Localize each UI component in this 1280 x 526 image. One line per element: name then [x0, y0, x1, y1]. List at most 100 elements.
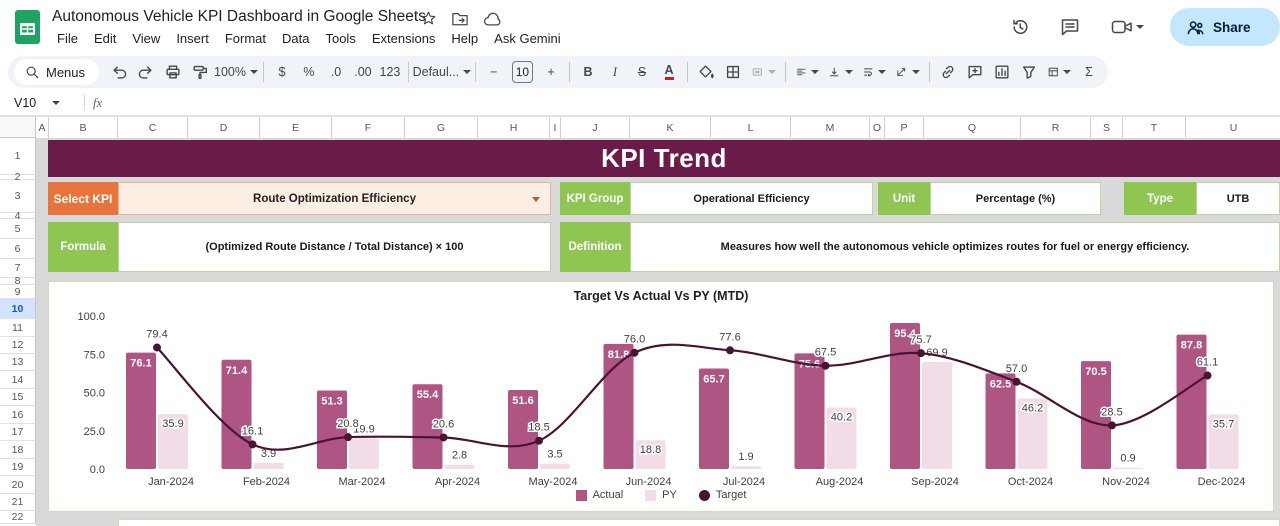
insert-link-icon[interactable]: [935, 59, 961, 85]
column-header-R[interactable]: R: [1021, 117, 1091, 139]
row-header-3[interactable]: 3: [0, 180, 36, 213]
column-header-P[interactable]: P: [885, 117, 924, 139]
row-header-19[interactable]: 19: [0, 459, 36, 476]
select-all-corner[interactable]: [0, 116, 36, 138]
column-header-H[interactable]: H: [478, 117, 550, 139]
horizontal-align-icon[interactable]: [791, 59, 824, 85]
text-color-button[interactable]: A: [656, 59, 682, 85]
row-header-11[interactable]: 11: [0, 319, 36, 337]
name-box-caret-icon[interactable]: [52, 101, 61, 105]
share-button[interactable]: Share: [1170, 8, 1280, 46]
menu-tools[interactable]: Tools: [325, 31, 356, 46]
column-header-G[interactable]: G: [405, 117, 478, 139]
select-kpi-dropdown[interactable]: Route Optimization Efficiency: [118, 182, 551, 215]
column-header-C[interactable]: C: [118, 117, 188, 139]
column-header-L[interactable]: L: [711, 117, 791, 139]
font-button[interactable]: Defaul...: [413, 59, 472, 85]
column-header-F[interactable]: F: [332, 117, 405, 139]
row-header-4[interactable]: 4: [0, 210, 36, 222]
star-icon[interactable]: [420, 10, 437, 32]
more-formats-button[interactable]: 123: [379, 65, 401, 79]
font-size-button[interactable]: 10: [508, 59, 537, 85]
row-header-2[interactable]: 2: [0, 171, 36, 183]
column-header-A[interactable]: A: [36, 117, 49, 139]
text-rotation-icon[interactable]: [891, 59, 924, 85]
menus-search-button[interactable]: Menus: [14, 59, 100, 85]
video-call-icon[interactable]: [1100, 9, 1154, 45]
row-header-17[interactable]: 17: [0, 424, 36, 441]
row-header-12[interactable]: 12: [0, 337, 36, 354]
zoom-button[interactable]: 100%: [214, 59, 258, 85]
row-header-9[interactable]: 9: [0, 285, 36, 299]
cloud-status-icon[interactable]: [483, 11, 503, 32]
share-button-label: Share: [1213, 19, 1251, 35]
row-header-14[interactable]: 14: [0, 371, 36, 389]
row-header-7[interactable]: 7: [0, 259, 36, 278]
menu-file[interactable]: File: [57, 31, 78, 46]
row-header-1[interactable]: 1: [0, 138, 36, 175]
row-header-5[interactable]: 5: [0, 219, 36, 239]
column-header-D[interactable]: D: [188, 117, 260, 139]
column-header-T[interactable]: T: [1123, 117, 1186, 139]
move-folder-icon[interactable]: [451, 11, 469, 32]
row-header-20[interactable]: 20: [0, 476, 36, 494]
row-header-18[interactable]: 18: [0, 441, 36, 459]
menu-insert[interactable]: Insert: [176, 31, 209, 46]
row-header-6[interactable]: 6: [0, 239, 36, 259]
merge-cells-icon[interactable]: [747, 59, 780, 85]
italic-button[interactable]: I: [612, 64, 618, 79]
fill-color-icon[interactable]: [693, 59, 719, 85]
strikethrough-button[interactable]: S: [637, 65, 647, 79]
menu-format[interactable]: Format: [224, 31, 266, 46]
row-header-21[interactable]: 21: [0, 494, 36, 511]
column-header-I[interactable]: I: [550, 117, 561, 139]
row-header-22[interactable]: 22: [0, 511, 36, 524]
sheets-logo-icon[interactable]: [14, 9, 41, 45]
menu-help[interactable]: Help: [451, 31, 479, 46]
vertical-align-icon[interactable]: [824, 59, 857, 85]
row-header-10[interactable]: 10: [0, 299, 36, 319]
row-header-15[interactable]: 15: [0, 389, 36, 406]
menu-extensions[interactable]: Extensions: [371, 31, 436, 46]
increase-font-size-button[interactable]: +: [547, 65, 555, 79]
row-header-8[interactable]: 8: [0, 275, 36, 287]
table-views-icon[interactable]: [1043, 59, 1076, 85]
column-header-S[interactable]: S: [1091, 117, 1123, 139]
column-header-K[interactable]: K: [630, 117, 711, 139]
create-filter-icon[interactable]: [1016, 59, 1042, 85]
decrease-decimal-button[interactable]: .0: [330, 65, 342, 79]
menu-data[interactable]: Data: [282, 31, 310, 46]
functions-button[interactable]: Σ: [1085, 65, 1093, 79]
menu-edit[interactable]: Edit: [93, 31, 117, 46]
column-header-B[interactable]: B: [49, 117, 118, 139]
borders-icon[interactable]: [720, 59, 746, 85]
column-header-M[interactable]: M: [791, 117, 870, 139]
column-header-E[interactable]: E: [260, 117, 332, 139]
insert-comment-icon[interactable]: [962, 59, 988, 85]
row-header-16[interactable]: 16: [0, 406, 36, 424]
text-wrap-icon[interactable]: [858, 59, 891, 85]
video-call-caret-icon[interactable]: [1136, 25, 1144, 29]
svg-text:35.7: 35.7: [1213, 418, 1234, 430]
redo-icon[interactable]: [133, 59, 159, 85]
format-percent-button[interactable]: %: [303, 65, 315, 79]
name-box[interactable]: V10: [0, 96, 76, 110]
row-header-13[interactable]: 13: [0, 354, 36, 371]
paint-format-icon[interactable]: [187, 59, 213, 85]
menu-ask-gemini[interactable]: Ask Gemini: [494, 31, 561, 46]
column-header-O[interactable]: O: [870, 117, 885, 139]
version-history-icon[interactable]: [1000, 9, 1040, 45]
column-header-U[interactable]: U: [1186, 117, 1280, 139]
format-currency-button[interactable]: $: [278, 65, 286, 79]
column-header-J[interactable]: J: [561, 117, 630, 139]
print-icon[interactable]: [160, 59, 186, 85]
menu-view[interactable]: View: [132, 31, 161, 46]
increase-decimal-button[interactable]: .00: [354, 65, 372, 79]
column-header-Q[interactable]: Q: [924, 117, 1021, 139]
insert-chart-icon[interactable]: [989, 59, 1015, 85]
undo-icon[interactable]: [106, 59, 132, 85]
decrease-font-size-button[interactable]: −: [490, 65, 498, 79]
comments-icon[interactable]: [1050, 9, 1090, 45]
bold-button[interactable]: B: [583, 65, 593, 79]
document-title[interactable]: Autonomous Vehicle KPI Dashboard in Goog…: [52, 8, 426, 25]
